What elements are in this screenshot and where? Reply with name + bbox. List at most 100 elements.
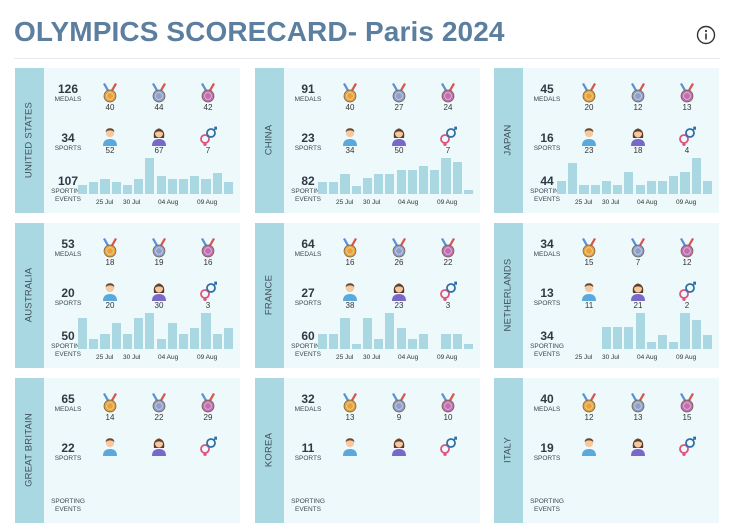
- female-athlete-icon: [392, 128, 406, 146]
- country-card[interactable]: JAPAN 45 MEDALS 20 12 13 16 SPORTS 23 18 4 44 SPORTI…: [494, 68, 719, 213]
- gold-medal-icon: [103, 238, 117, 258]
- daily-events-bar: [223, 182, 233, 194]
- country-card[interactable]: AUSTRALIA 53 MEDALS 18 19 16 20 SPORTS 20 30 3 50 SP…: [15, 223, 240, 368]
- daily-events-bar: [100, 333, 110, 349]
- country-card[interactable]: CHINA 91 MEDALS 40 27 24 23 SPORTS 34 50 7 82 SPORTI…: [255, 68, 480, 213]
- male-athlete-icon: [582, 283, 596, 301]
- daily-events-bar: [657, 180, 668, 194]
- daily-events-bar: [407, 338, 417, 349]
- x-axis-label: 25 Jul: [336, 199, 354, 206]
- daily-events-bar: [156, 338, 166, 349]
- medals-label: MEDALS: [294, 251, 322, 258]
- medals-label: MEDALS: [533, 251, 561, 258]
- events-bar-chart: [557, 156, 714, 194]
- events-total: 107: [57, 174, 79, 188]
- bronze-medal-icon: [201, 238, 215, 258]
- x-axis-label: 04 Aug: [398, 199, 419, 206]
- country-band: [15, 68, 44, 213]
- daily-events-bar: [452, 333, 462, 349]
- daily-events-bar: [122, 333, 133, 349]
- sports-label: SPORTS: [54, 300, 82, 307]
- daily-events-bar: [441, 158, 451, 194]
- mixed-gender-icon: [679, 281, 696, 301]
- daily-events-bar: [212, 173, 222, 194]
- x-axis-label: 04 Aug: [637, 199, 658, 206]
- daily-events-bar: [463, 190, 473, 194]
- events-label: SPORTING EVENTS: [530, 343, 564, 358]
- country-card[interactable]: KOREA 32 MEDALS 13 9 10 11 SPORTS SPORTING EVENT…: [255, 378, 480, 523]
- daily-events-bar: [579, 185, 589, 194]
- mixed-count: 7: [205, 146, 211, 155]
- silver-medal-icon: [392, 83, 406, 103]
- sports-label: SPORTS: [54, 145, 82, 152]
- daily-events-bar: [111, 182, 121, 194]
- country-band: [255, 68, 284, 213]
- daily-events-bar: [657, 334, 668, 349]
- daily-events-bar: [396, 170, 406, 194]
- medals-total: 65: [61, 392, 75, 406]
- male-athlete-icon: [103, 438, 117, 456]
- country-name: NETHERLANDS: [502, 258, 514, 332]
- x-axis-label: 09 Aug: [676, 199, 697, 206]
- gold-medal-icon: [582, 83, 596, 103]
- medals-total: 126: [57, 82, 79, 96]
- x-axis-label: 04 Aug: [158, 354, 179, 361]
- mixed-count: 7: [445, 146, 451, 155]
- events-label: SPORTING EVENTS: [291, 343, 325, 358]
- male-count: 11: [584, 301, 594, 310]
- bronze-count: 15: [682, 413, 692, 422]
- gold-medal-icon: [582, 238, 596, 258]
- x-axis-label: 25 Jul: [575, 354, 593, 361]
- female-count: 21: [633, 301, 643, 310]
- sports-total: 20: [61, 286, 75, 300]
- country-card[interactable]: ITALY 40 MEDALS 12 13 15 19 SPORTS SPORTING EVEN…: [494, 378, 719, 523]
- bronze-medal-icon: [680, 238, 694, 258]
- country-name: CHINA: [263, 124, 275, 156]
- mixed-gender-icon: [440, 281, 457, 301]
- daily-events-bar: [691, 320, 701, 349]
- sports-label: SPORTS: [294, 300, 322, 307]
- medals-total: 45: [540, 82, 554, 96]
- country-card[interactable]: FRANCE 64 MEDALS 16 26 22 27 SPORTS 38 23 3 60 SPORT…: [255, 223, 480, 368]
- male-athlete-icon: [582, 128, 596, 146]
- daily-events-bar: [557, 180, 567, 194]
- bronze-count: 42: [203, 103, 213, 112]
- events-label: SPORTING EVENTS: [291, 498, 325, 513]
- events-total: 82: [301, 174, 315, 188]
- silver-medal-icon: [152, 238, 166, 258]
- gold-count: 15: [584, 258, 594, 267]
- female-count: 18: [633, 146, 643, 155]
- bronze-count: 22: [443, 258, 453, 267]
- country-card[interactable]: UNITED STATES 126 MEDALS 40 44 42 34 SPORTS 52 67…: [15, 68, 240, 213]
- silver-count: 44: [154, 103, 164, 112]
- x-axis-label: 25 Jul: [96, 354, 114, 361]
- info-icon[interactable]: [696, 25, 716, 45]
- silver-count: 7: [635, 258, 641, 267]
- x-axis-label: 09 Aug: [437, 199, 458, 206]
- x-axis-label: 25 Jul: [336, 354, 354, 361]
- mixed-gender-icon: [440, 126, 457, 146]
- x-axis-label: 09 Aug: [197, 354, 218, 361]
- daily-events-bar: [590, 185, 600, 194]
- female-athlete-icon: [392, 283, 406, 301]
- male-count: 34: [345, 146, 355, 155]
- x-axis-label: 30 Jul: [602, 354, 620, 361]
- country-name: AUSTRALIA: [23, 267, 35, 323]
- daily-events-bar: [362, 178, 373, 194]
- country-card[interactable]: NETHERLANDS 34 MEDALS 15 7 12 13 SPORTS 11 21 2 34 S…: [494, 223, 719, 368]
- daily-events-bar: [624, 327, 634, 349]
- daily-events-bar: [145, 158, 155, 194]
- female-athlete-icon: [152, 128, 166, 146]
- sports-total: 23: [301, 131, 315, 145]
- daily-events-bar: [680, 171, 690, 194]
- country-card[interactable]: GREAT BRITAIN 65 MEDALS 14 22 29 22 SPORTS SPORT…: [15, 378, 240, 523]
- silver-medal-icon: [631, 83, 645, 103]
- daily-events-bar: [223, 328, 233, 349]
- silver-medal-icon: [152, 393, 166, 413]
- daily-events-bar: [111, 323, 121, 349]
- country-name: JAPAN: [502, 124, 514, 156]
- medals-label: MEDALS: [533, 96, 561, 103]
- female-count: 50: [394, 146, 404, 155]
- country-band: [494, 223, 523, 368]
- silver-count: 12: [633, 103, 643, 112]
